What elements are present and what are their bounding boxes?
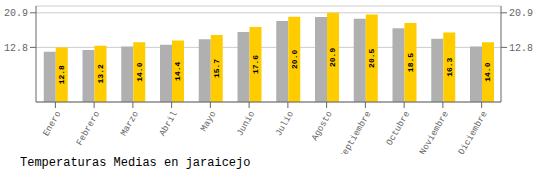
svg-text:Febrero: Febrero	[75, 110, 103, 148]
svg-text:Noviembre: Noviembre	[418, 110, 451, 154]
svg-text:Abril: Abril	[158, 110, 180, 138]
svg-text:Enero: Enero	[41, 110, 63, 138]
svg-text:14.4: 14.4	[174, 61, 183, 80]
svg-text:20.9: 20.9	[8, 8, 28, 19]
svg-text:20.5: 20.5	[367, 48, 376, 67]
svg-text:Mayo: Mayo	[199, 110, 218, 134]
svg-text:20.9: 20.9	[509, 8, 529, 19]
svg-text:Octubre: Octubre	[385, 110, 413, 148]
svg-text:Julio: Julio	[274, 110, 296, 138]
svg-text:18.5: 18.5	[406, 53, 415, 72]
svg-text:12.8: 12.8	[8, 43, 28, 54]
svg-text:16.3: 16.3	[445, 57, 454, 76]
svg-text:12.8: 12.8	[57, 65, 66, 84]
svg-text:20.0: 20.0	[290, 50, 299, 69]
svg-text:Agosto: Agosto	[310, 110, 335, 143]
svg-text:Septiembre: Septiembre	[338, 110, 374, 154]
svg-text:12.8: 12.8	[509, 43, 529, 54]
html-text:Temperaturas Medias en jaraice: Temperaturas Medias en jaraicejo	[20, 156, 251, 170]
svg-text:Diciembre: Diciembre	[457, 110, 490, 154]
svg-text:Marzo: Marzo	[119, 110, 141, 138]
svg-text:15.7: 15.7	[212, 59, 221, 78]
svg-text:13.2: 13.2	[96, 64, 105, 83]
svg-text:20.9: 20.9	[329, 48, 338, 67]
svg-text:14.0: 14.0	[135, 62, 144, 81]
svg-text:Junio: Junio	[235, 110, 257, 138]
svg-text:17.6: 17.6	[251, 55, 260, 74]
svg-text:14.0: 14.0	[484, 62, 493, 81]
